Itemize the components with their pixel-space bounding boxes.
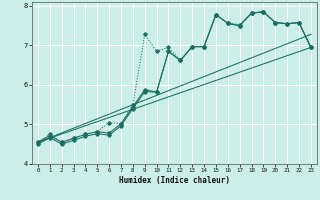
- X-axis label: Humidex (Indice chaleur): Humidex (Indice chaleur): [119, 176, 230, 185]
